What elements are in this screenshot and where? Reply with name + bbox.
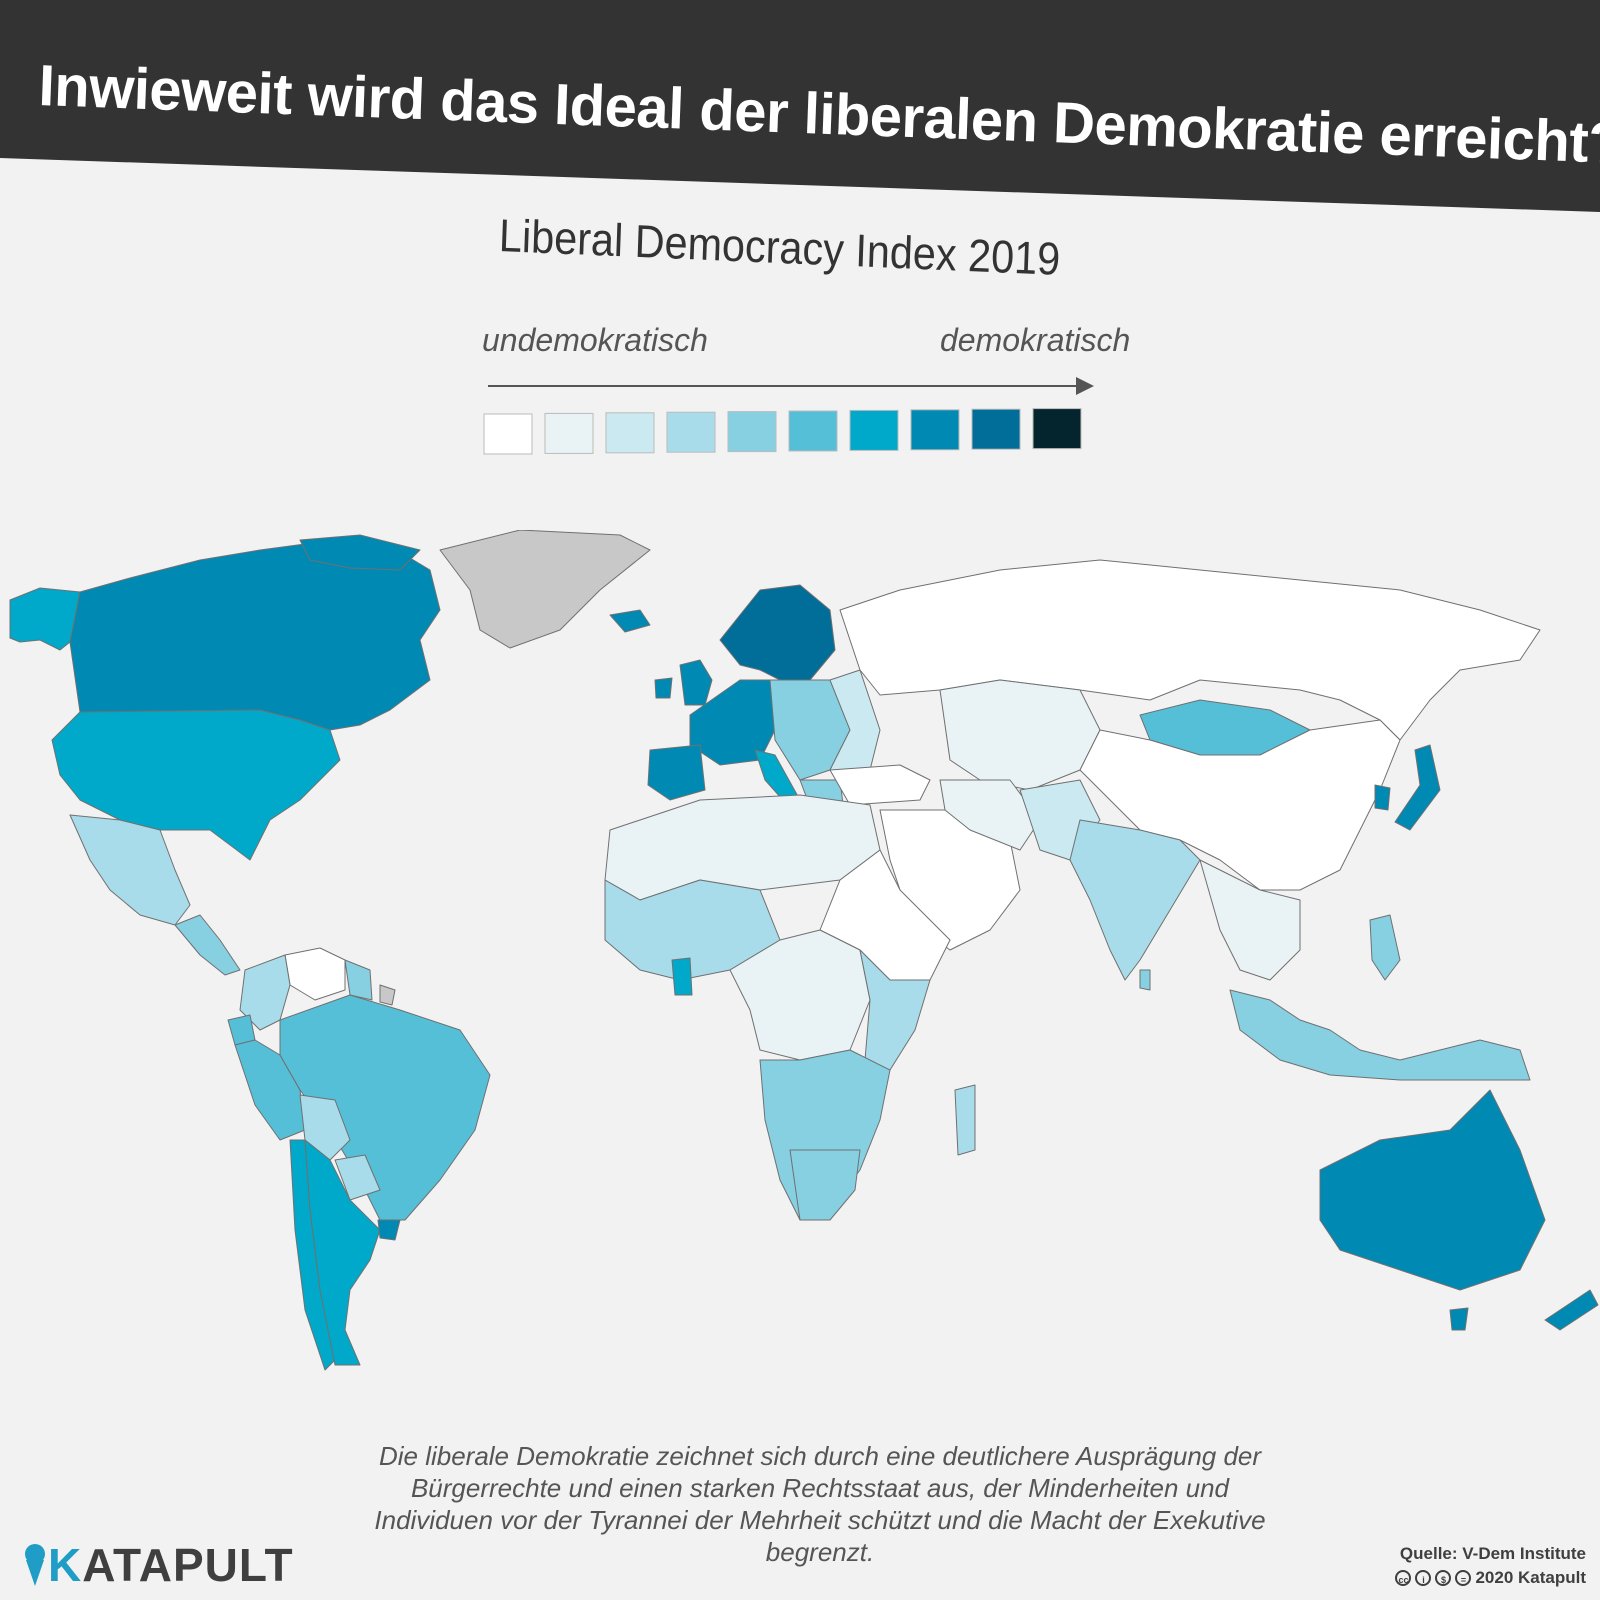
region-uk	[679, 659, 713, 706]
region-indonesia	[1229, 989, 1531, 1081]
region-southeast-asia	[1199, 859, 1301, 981]
region-central-america	[174, 914, 241, 976]
region-iceland	[609, 609, 651, 633]
region-southern-africa	[759, 1049, 891, 1221]
region-south-africa	[789, 1149, 861, 1221]
copyright-line: 2020 Katapult	[1475, 1568, 1586, 1587]
legend-scale	[483, 377, 1094, 455]
region-greenland	[439, 530, 651, 649]
region-ghana	[671, 957, 693, 996]
region-french-guiana	[379, 984, 396, 1006]
region-iran	[939, 779, 1041, 851]
region-australia	[1319, 1089, 1546, 1291]
legend-high-label: demokratisch	[940, 322, 1131, 358]
source-line: Quelle: V-Dem Institute	[1399, 1544, 1586, 1563]
katapult-icon	[25, 1544, 45, 1586]
region-tasmania	[1449, 1307, 1469, 1331]
legend-swatch-9	[971, 408, 1021, 450]
region-guyana	[344, 959, 373, 1001]
legend-swatches	[483, 408, 1082, 455]
katapult-logo: KATAPULT	[22, 1538, 294, 1592]
region-ireland	[654, 677, 673, 699]
region-turkey	[829, 764, 931, 806]
description-text: Die liberale Demokratie zeichnet sich du…	[374, 1441, 1266, 1567]
region-scandinavia	[719, 584, 836, 681]
legend-swatch-7	[849, 409, 899, 451]
region-paraguay	[334, 1154, 381, 1201]
region-mexico	[69, 814, 191, 926]
region-china	[1079, 719, 1401, 891]
nd-icon: =	[1455, 1570, 1472, 1586]
legend-arrow-head	[1076, 377, 1094, 395]
region-japan	[1394, 744, 1441, 831]
legend-swatch-4	[666, 411, 716, 453]
banner-background	[0, 0, 1600, 212]
region-east-africa	[859, 949, 931, 1071]
region-india	[1069, 819, 1201, 981]
logo-text: KATAPULT	[48, 1539, 294, 1591]
region-central-africa	[729, 929, 871, 1061]
legend-swatch-1	[483, 413, 533, 455]
license-row: cc i $ = 2020 Katapult	[1395, 1566, 1586, 1590]
region-iberia	[647, 744, 706, 801]
header-banner: Inwieweit wird das Ideal der liberalen D…	[0, 0, 1600, 215]
legend-low-label: undemokratisch	[482, 322, 708, 358]
source-block: Quelle: V-Dem Institute cc i $ = 2020 Ka…	[1395, 1542, 1586, 1590]
legend-swatch-10	[1032, 408, 1082, 450]
legend-swatch-5	[727, 411, 777, 453]
region-bolivia	[299, 1094, 351, 1161]
world-map	[9, 530, 1599, 1371]
legend-swatch-8	[910, 409, 960, 451]
region-uruguay	[377, 1219, 401, 1241]
region-usa	[51, 709, 341, 861]
cc-icon: cc	[1395, 1570, 1412, 1586]
region-alaska	[9, 587, 81, 651]
region-philippines	[1369, 914, 1401, 981]
region-sri-lanka	[1139, 969, 1151, 991]
region-canada-arctic	[299, 534, 421, 571]
region-new-zealand	[1544, 1289, 1599, 1331]
region-venezuela	[284, 947, 346, 1001]
region-central-asia	[939, 679, 1101, 791]
by-icon: i	[1415, 1570, 1432, 1586]
region-south-korea	[1374, 784, 1391, 811]
subtitle: Liberal Democracy Index 2019	[498, 208, 1062, 285]
region-madagascar	[954, 1084, 976, 1156]
legend-swatch-6	[788, 410, 838, 452]
legend-swatch-2	[544, 412, 594, 454]
legend-swatch-3	[605, 412, 655, 454]
nc-icon: $	[1435, 1570, 1452, 1586]
region-argentina	[304, 1139, 381, 1366]
